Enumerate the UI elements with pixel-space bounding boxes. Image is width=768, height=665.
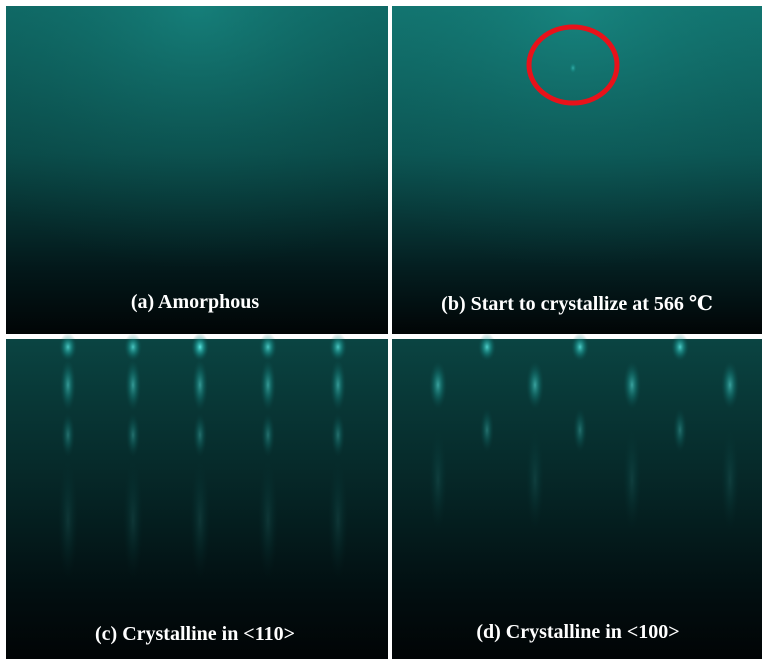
streak [193, 413, 207, 457]
panel-a-glow [6, 6, 388, 334]
streak [429, 430, 447, 530]
streak [191, 333, 209, 361]
streak [331, 413, 345, 457]
streak [330, 359, 346, 411]
streak [123, 460, 143, 580]
streak [59, 333, 77, 361]
streak [259, 333, 277, 361]
streak [671, 333, 689, 361]
panel-label: (b) Start to crystallize at 566 ℃ [441, 293, 713, 315]
streak [260, 359, 276, 411]
streak [478, 333, 496, 361]
streak [673, 408, 687, 452]
streak [573, 408, 587, 452]
streak [721, 430, 739, 530]
streak [190, 460, 210, 580]
streak [60, 359, 76, 411]
streak [480, 408, 494, 452]
streak [261, 413, 275, 457]
streak [126, 413, 140, 457]
streak [192, 359, 208, 411]
streak [329, 333, 347, 361]
streak [328, 460, 348, 580]
streak [429, 361, 447, 409]
streak [571, 333, 589, 361]
streak [58, 460, 78, 580]
streak [623, 430, 641, 530]
panel-label: (a) Amorphous [131, 291, 260, 313]
panel-b-glow [392, 6, 762, 334]
streak [623, 361, 641, 409]
streak [258, 460, 278, 580]
streak [569, 62, 577, 74]
panel-d [392, 339, 762, 659]
panel-label: (d) Crystalline in <100> [476, 621, 679, 643]
panel-label: (c) Crystalline in <110> [95, 623, 295, 645]
streak [721, 361, 739, 409]
streak [526, 361, 544, 409]
streak [125, 359, 141, 411]
streak [526, 430, 544, 530]
figure: (a) Amorphous (b) Start to crystallize a… [0, 0, 768, 665]
streak [61, 413, 75, 457]
streak [124, 333, 142, 361]
